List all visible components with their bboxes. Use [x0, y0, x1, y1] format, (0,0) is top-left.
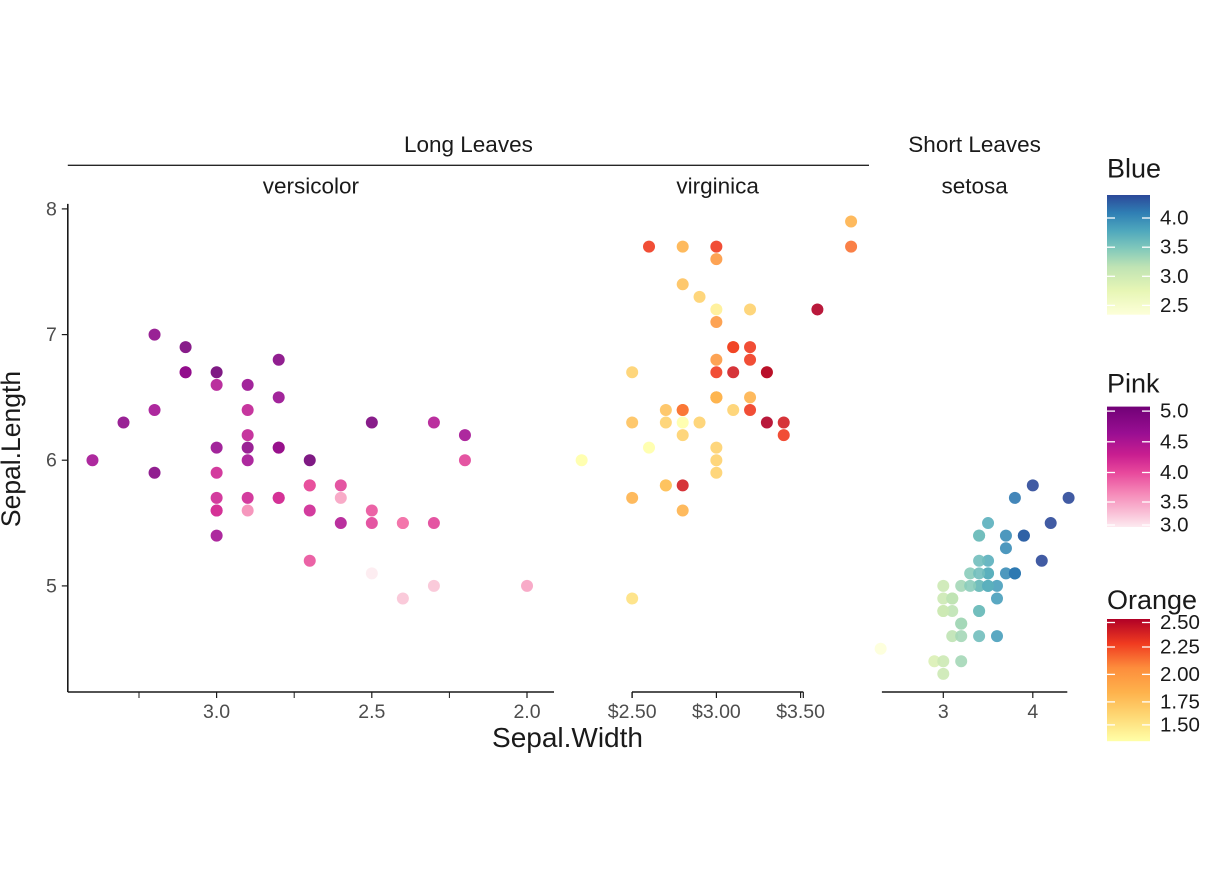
svg-text:4: 4 [1027, 701, 1038, 723]
svg-text:5: 5 [46, 575, 57, 597]
svg-text:Long Leaves: Long Leaves [404, 132, 533, 157]
svg-text:5.0: 5.0 [1160, 400, 1189, 423]
svg-text:1.50: 1.50 [1160, 713, 1200, 736]
svg-text:4.0: 4.0 [1160, 461, 1189, 484]
svg-text:7: 7 [46, 324, 57, 346]
svg-text:2.5: 2.5 [1160, 294, 1189, 317]
svg-text:3.0: 3.0 [1160, 514, 1189, 537]
svg-text:3.5: 3.5 [1160, 491, 1189, 514]
svg-text:1.75: 1.75 [1160, 690, 1200, 713]
svg-text:Blue: Blue [1107, 154, 1161, 184]
svg-text:Sepal.Width: Sepal.Width [492, 722, 643, 753]
svg-text:$2.50: $2.50 [608, 701, 657, 723]
svg-text:versicolor: versicolor [263, 174, 360, 199]
svg-text:virginica: virginica [676, 174, 759, 199]
svg-text:Pink: Pink [1107, 368, 1160, 398]
svg-text:3.0: 3.0 [203, 701, 230, 723]
svg-text:3.0: 3.0 [1160, 265, 1189, 288]
svg-text:setosa: setosa [941, 174, 1008, 199]
svg-text:$3.50: $3.50 [776, 701, 825, 723]
svg-text:Short Leaves: Short Leaves [908, 132, 1041, 157]
svg-text:Sepal.Length: Sepal.Length [0, 371, 26, 527]
svg-text:4.0: 4.0 [1160, 207, 1189, 230]
svg-text:$3.00: $3.00 [692, 701, 741, 723]
svg-text:2.50: 2.50 [1160, 611, 1200, 634]
svg-text:2.25: 2.25 [1160, 636, 1200, 659]
svg-text:3: 3 [938, 701, 949, 723]
svg-text:8: 8 [46, 198, 57, 220]
svg-text:2.00: 2.00 [1160, 663, 1200, 686]
svg-text:4.5: 4.5 [1160, 430, 1189, 453]
svg-text:2.5: 2.5 [358, 701, 385, 723]
svg-text:3.5: 3.5 [1160, 236, 1189, 259]
svg-text:6: 6 [46, 450, 57, 472]
svg-text:2.0: 2.0 [513, 701, 540, 723]
